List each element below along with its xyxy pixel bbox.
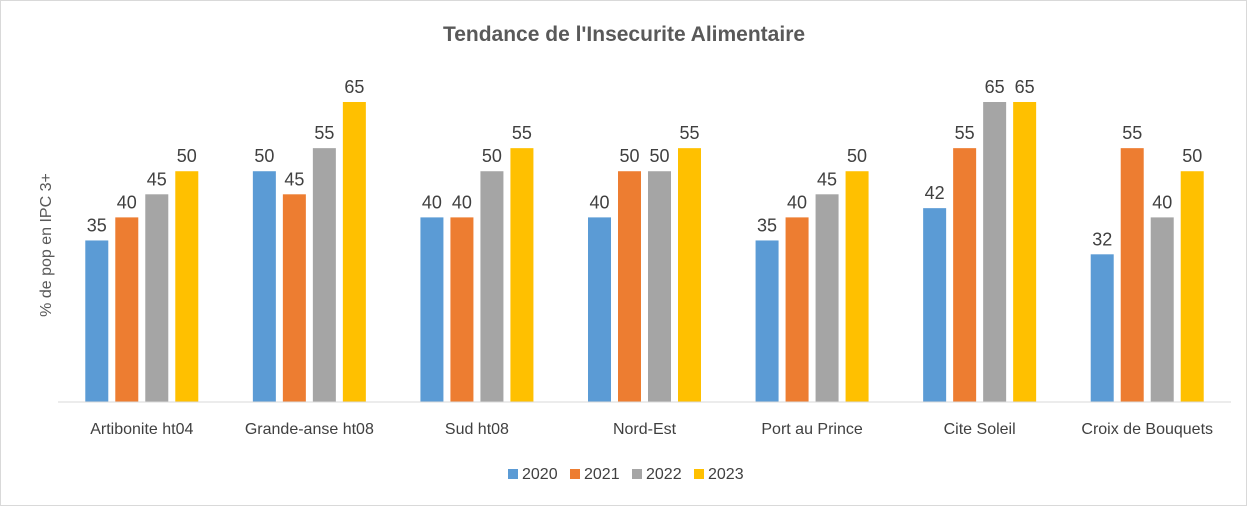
category-label: Port au Prince bbox=[761, 421, 862, 438]
data-label: 55 bbox=[1122, 123, 1142, 143]
labels-layer: 35 40 45 50 Artibonite ht04 50 45 55 65 Grande-an… bbox=[87, 77, 1213, 438]
data-label: 40 bbox=[1152, 192, 1172, 212]
legend-label: 2023 bbox=[708, 466, 744, 483]
category-label: Croix de Bouquets bbox=[1081, 421, 1213, 438]
bar bbox=[983, 102, 1007, 402]
data-label: 55 bbox=[512, 123, 532, 143]
data-label: 50 bbox=[177, 146, 197, 166]
bar bbox=[1120, 148, 1144, 402]
bar bbox=[618, 171, 641, 402]
bar bbox=[342, 102, 366, 402]
legend-swatch bbox=[694, 469, 704, 479]
data-label: 45 bbox=[147, 169, 167, 189]
bar bbox=[175, 171, 199, 402]
legend-swatch bbox=[632, 469, 642, 479]
bar bbox=[953, 148, 977, 402]
bar bbox=[588, 217, 611, 402]
data-label: 55 bbox=[314, 123, 334, 143]
bar bbox=[145, 194, 169, 402]
legend-swatch bbox=[570, 469, 580, 479]
data-label: 32 bbox=[1092, 229, 1112, 249]
data-label: 50 bbox=[482, 146, 502, 166]
legend-label: 2020 bbox=[522, 466, 558, 483]
category-label: Sud ht08 bbox=[445, 421, 509, 438]
bar bbox=[648, 171, 671, 402]
bar bbox=[1013, 102, 1037, 402]
data-label: 65 bbox=[1015, 77, 1035, 97]
data-label: 45 bbox=[817, 169, 837, 189]
data-label: 40 bbox=[787, 192, 807, 212]
data-label: 45 bbox=[284, 169, 304, 189]
category-label: Nord-Est bbox=[613, 421, 677, 438]
bar bbox=[312, 148, 336, 402]
data-label: 50 bbox=[619, 146, 639, 166]
data-label: 65 bbox=[344, 77, 364, 97]
data-label: 55 bbox=[955, 123, 975, 143]
data-label: 50 bbox=[254, 146, 274, 166]
data-label: 50 bbox=[847, 146, 867, 166]
data-label: 55 bbox=[679, 123, 699, 143]
bar bbox=[85, 240, 109, 402]
y-axis-title: % de pop en IPC 3+ bbox=[38, 173, 55, 317]
bar bbox=[510, 148, 534, 402]
bar bbox=[1090, 254, 1114, 402]
bar bbox=[755, 240, 779, 402]
legend: 2020 2021 2022 2023 bbox=[508, 466, 744, 483]
data-label: 65 bbox=[985, 77, 1005, 97]
bar bbox=[252, 171, 276, 402]
bar bbox=[1150, 217, 1174, 402]
bar bbox=[450, 217, 474, 402]
data-label: 40 bbox=[589, 192, 609, 212]
data-label: 35 bbox=[87, 215, 107, 235]
bar bbox=[785, 217, 809, 402]
bars-layer bbox=[85, 102, 1204, 402]
bar bbox=[923, 208, 947, 402]
category-label: Artibonite ht04 bbox=[90, 421, 193, 438]
legend-label: 2021 bbox=[584, 466, 620, 483]
bar bbox=[282, 194, 306, 402]
data-label: 50 bbox=[649, 146, 669, 166]
data-label: 40 bbox=[117, 192, 137, 212]
legend-label: 2022 bbox=[646, 466, 682, 483]
data-label: 40 bbox=[422, 192, 442, 212]
bar bbox=[420, 217, 444, 402]
data-label: 35 bbox=[757, 215, 777, 235]
bar bbox=[845, 171, 869, 402]
bar bbox=[678, 148, 701, 402]
category-label: Grande-anse ht08 bbox=[245, 421, 374, 438]
bar bbox=[815, 194, 839, 402]
chart-title: Tendance de l'Insecurite Alimentaire bbox=[443, 23, 805, 46]
data-label: 40 bbox=[452, 192, 472, 212]
bar bbox=[115, 217, 139, 402]
data-label: 42 bbox=[925, 183, 945, 203]
legend-swatch bbox=[508, 469, 518, 479]
bar bbox=[480, 171, 504, 402]
bar bbox=[1180, 171, 1204, 402]
data-label: 50 bbox=[1182, 146, 1202, 166]
category-label: Cite Soleil bbox=[944, 421, 1016, 438]
